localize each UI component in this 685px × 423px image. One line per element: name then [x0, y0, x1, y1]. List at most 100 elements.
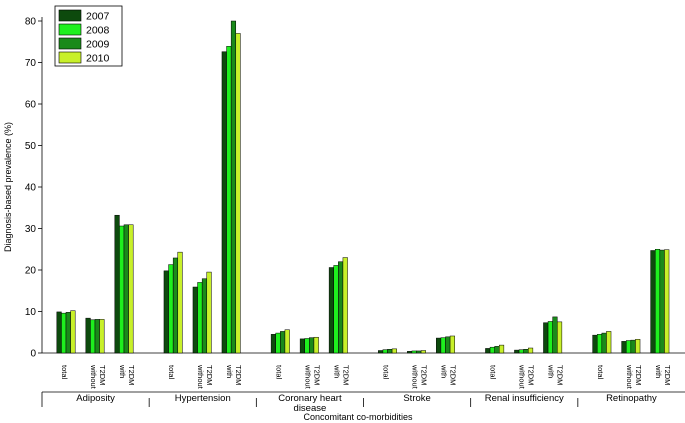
bar	[114, 214, 120, 354]
legend-label: 2008	[86, 25, 110, 37]
bar	[197, 282, 203, 354]
bar	[523, 349, 529, 354]
bar	[206, 271, 212, 354]
y-tick-label: 80	[25, 17, 37, 28]
subgroup-label: without	[625, 364, 634, 390]
bar	[664, 249, 670, 354]
bar	[659, 249, 665, 354]
legend-swatch	[58, 23, 82, 36]
bar	[514, 349, 520, 354]
bar	[338, 261, 344, 354]
bar	[557, 321, 563, 354]
subgroup-label: T2DM	[556, 365, 565, 385]
bar	[94, 319, 100, 354]
bar	[56, 311, 62, 354]
bar	[411, 350, 417, 354]
subgroup-label: total	[167, 365, 176, 380]
bar	[172, 257, 179, 354]
subgroup-label: T2DM	[234, 365, 243, 385]
subgroup-label: total	[382, 365, 391, 380]
group-label: Renal insufficiency	[485, 393, 564, 404]
bar	[547, 321, 553, 354]
bar	[284, 329, 290, 354]
bar	[123, 224, 129, 354]
bar	[630, 339, 636, 354]
bar	[606, 331, 612, 354]
subgroup-label: without	[89, 364, 98, 390]
bar	[280, 331, 286, 354]
bar	[299, 338, 305, 354]
bar	[192, 286, 198, 354]
y-tick-label: 10	[25, 307, 37, 318]
bar	[61, 312, 67, 354]
bar	[235, 33, 241, 354]
bar	[221, 51, 227, 354]
bar	[309, 337, 315, 354]
subgroup-label: T2DM	[663, 365, 672, 385]
legend-swatch	[58, 9, 82, 22]
bar	[90, 319, 96, 354]
bar	[391, 348, 397, 354]
bar	[543, 322, 549, 354]
subgroup-label: total	[274, 365, 283, 380]
bar	[333, 265, 339, 354]
subgroup-label: T2DM	[634, 365, 643, 385]
bar	[499, 344, 505, 354]
bar	[485, 348, 491, 354]
bar	[621, 341, 627, 354]
bar	[342, 257, 348, 354]
y-tick-label: 40	[25, 183, 37, 194]
bar	[436, 337, 442, 354]
subgroup-label: total	[489, 365, 498, 380]
legend-label: 2010	[86, 53, 110, 65]
bar	[654, 249, 661, 354]
group-label: disease	[294, 403, 327, 414]
bar	[650, 250, 656, 354]
subgroup-label: with	[654, 364, 663, 378]
subgroup-label: with	[332, 364, 341, 378]
bar	[226, 46, 232, 354]
group-label: Retinopathy	[606, 393, 657, 404]
subgroup-label: without	[303, 364, 312, 390]
subgroup-label: total	[596, 365, 605, 380]
bar	[70, 310, 76, 354]
subgroup-label: T2DM	[98, 365, 107, 385]
bar	[494, 346, 500, 354]
subgroup-label: with	[118, 364, 127, 378]
bar	[201, 278, 208, 354]
bar	[440, 337, 446, 354]
bar	[552, 316, 558, 354]
group-label: Hypertension	[175, 393, 231, 404]
bar	[528, 347, 534, 354]
subgroup-label: T2DM	[527, 365, 536, 385]
bar	[601, 332, 607, 354]
bar	[407, 351, 413, 354]
bar	[328, 267, 334, 354]
bar	[420, 350, 426, 354]
bar	[416, 350, 422, 354]
bar	[65, 312, 71, 354]
legend: 2007 2008 2009 2010	[54, 5, 123, 67]
subgroup-label: T2DM	[205, 365, 214, 385]
bar	[449, 335, 455, 354]
subgroup-label: T2DM	[127, 365, 136, 385]
legend-label: 2009	[86, 39, 110, 51]
bar	[230, 20, 237, 354]
bar	[592, 334, 598, 354]
y-tick-label: 0	[30, 349, 36, 360]
subgroup-label: T2DM	[420, 365, 429, 385]
bar	[489, 346, 495, 354]
bar	[313, 336, 319, 354]
y-tick-label: 50	[25, 141, 37, 152]
subgroup-label: without	[518, 364, 527, 390]
subgroup-label: without	[196, 364, 205, 390]
bar	[304, 338, 310, 354]
legend-label: 2007	[86, 11, 110, 23]
subgroup-label: with	[440, 364, 449, 378]
bar	[635, 339, 641, 354]
y-tick-label: 20	[25, 266, 37, 277]
y-tick-label: 60	[25, 100, 37, 111]
subgroup-label: T2DM	[312, 365, 321, 385]
axes: 0 10 20 30 40 50 60 70 80	[25, 17, 685, 407]
